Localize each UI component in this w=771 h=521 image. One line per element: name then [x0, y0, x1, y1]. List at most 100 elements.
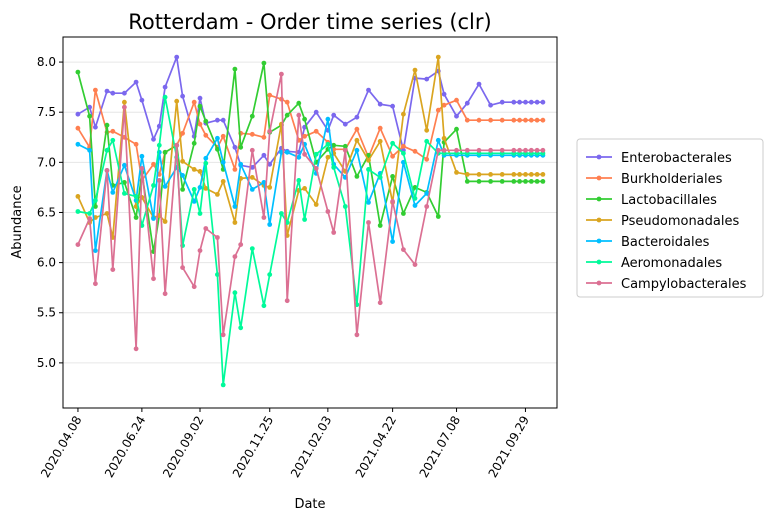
data-point: [412, 67, 418, 73]
data-point: [464, 117, 470, 123]
legend-item: Lactobacillales: [586, 193, 717, 208]
series-group: [75, 54, 546, 388]
data-point: [110, 128, 116, 134]
data-point: [232, 254, 238, 259]
legend-swatch-marker: [596, 175, 602, 181]
data-point: [104, 122, 110, 128]
data-point: [220, 117, 226, 123]
data-point: [313, 109, 319, 115]
data-point: [528, 147, 534, 153]
data-point: [75, 125, 81, 131]
data-point: [424, 204, 430, 209]
data-point: [232, 290, 238, 296]
data-point: [435, 137, 441, 143]
data-point: [499, 117, 505, 123]
data-point: [424, 76, 430, 82]
data-point: [93, 198, 98, 203]
data-point: [197, 185, 203, 190]
data-point: [93, 204, 98, 209]
data-point: [284, 298, 290, 304]
data-point: [203, 226, 209, 231]
y-tick-label: 5.5: [37, 306, 56, 320]
series-burkholderiales: [75, 87, 546, 183]
legend-label: Lactobacillales: [621, 193, 717, 208]
data-point: [191, 187, 197, 192]
data-point: [174, 142, 180, 148]
data-point: [191, 140, 197, 146]
data-point: [499, 147, 505, 153]
data-point: [215, 192, 220, 197]
data-point: [476, 179, 482, 184]
data-point: [523, 179, 528, 184]
data-point: [534, 117, 540, 123]
data-point: [331, 142, 337, 148]
data-point: [377, 175, 383, 180]
data-point: [203, 132, 209, 138]
data-point: [249, 246, 255, 252]
data-point: [151, 276, 156, 282]
data-point: [454, 126, 459, 132]
data-point: [238, 144, 244, 150]
data-point: [464, 100, 470, 106]
data-point: [203, 186, 209, 191]
data-point: [279, 71, 284, 77]
data-point: [191, 284, 197, 290]
data-point: [342, 147, 348, 153]
data-point: [180, 265, 186, 270]
data-point: [104, 147, 110, 153]
data-point: [412, 262, 418, 267]
data-point: [180, 187, 186, 192]
data-point: [435, 54, 441, 60]
data-point: [197, 211, 203, 216]
data-point: [87, 216, 92, 221]
data-point: [249, 147, 255, 153]
data-point: [313, 151, 319, 157]
data-point: [232, 167, 238, 172]
legend-swatch-marker: [596, 217, 602, 223]
x-tick-label: 2021.07.08: [417, 414, 463, 481]
data-point: [517, 179, 522, 184]
data-point: [523, 99, 528, 105]
data-point: [424, 127, 430, 133]
data-point: [534, 147, 540, 153]
data-point: [517, 147, 522, 153]
data-point: [390, 140, 395, 146]
data-point: [156, 123, 162, 129]
data-point: [220, 179, 226, 184]
data-point: [180, 130, 186, 136]
data-point: [313, 166, 319, 171]
plot-frame: [62, 36, 558, 409]
data-point: [354, 147, 360, 153]
y-tick-label: 6.0: [37, 256, 56, 270]
x-tick-label: 2021.02.03: [288, 414, 334, 481]
data-point: [441, 135, 447, 141]
y-tick-label: 5.0: [37, 356, 56, 370]
legend-item: Pseudomonadales: [586, 214, 739, 229]
data-point: [249, 113, 255, 119]
data-point: [354, 332, 360, 338]
data-point: [424, 156, 430, 162]
data-point: [296, 178, 302, 183]
data-point: [87, 211, 92, 216]
data-point: [87, 147, 92, 153]
data-point: [238, 161, 244, 167]
data-point: [401, 247, 406, 253]
data-point: [302, 151, 307, 157]
legend-item: Bacteroidales: [586, 235, 710, 250]
series-line: [77, 89, 543, 182]
data-point: [75, 141, 81, 147]
data-point: [401, 150, 406, 156]
data-point: [540, 179, 546, 184]
x-tick-label: 2020.09.02: [160, 414, 206, 481]
data-point: [249, 187, 255, 192]
data-point: [377, 223, 383, 228]
data-point: [296, 112, 302, 118]
data-point: [197, 169, 203, 174]
data-point: [261, 60, 267, 66]
x-tick-label: 2020.06.24: [102, 414, 148, 481]
data-point: [93, 248, 98, 254]
data-point: [342, 121, 348, 127]
data-point: [517, 172, 522, 177]
data-point: [412, 196, 418, 201]
data-point: [325, 141, 331, 147]
